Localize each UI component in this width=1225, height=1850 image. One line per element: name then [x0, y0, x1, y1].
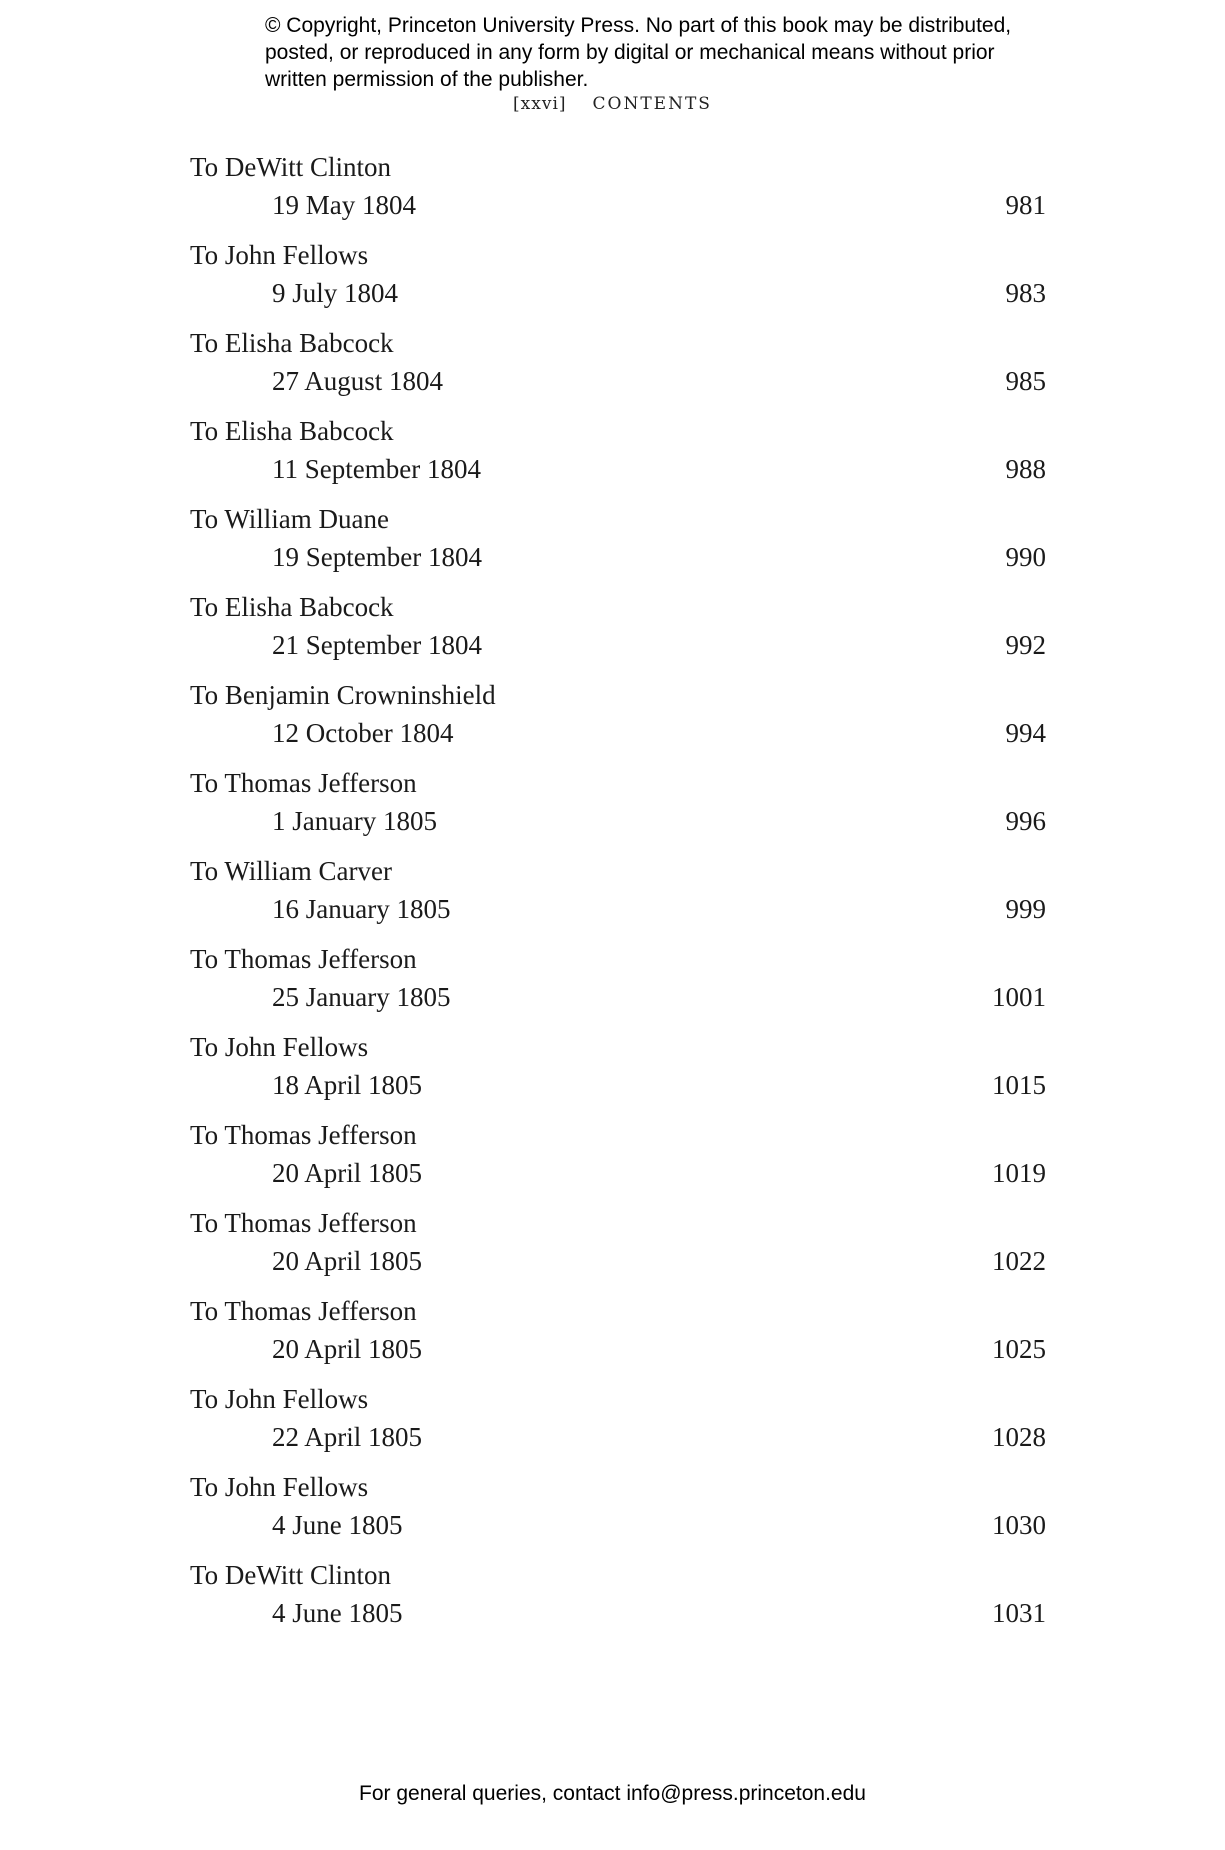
contents-entry: To Elisha Babcock 11 September 1804 988 — [190, 412, 1046, 492]
entry-page: 992 — [1005, 630, 1047, 660]
entry-date: 21 September 1804 — [272, 630, 482, 660]
entry-page: 1001 — [992, 982, 1046, 1012]
entry-page: 988 — [1005, 454, 1047, 484]
entry-page: 999 — [1005, 894, 1047, 924]
contents-entry: To John Fellows 4 June 1805 1030 — [190, 1468, 1046, 1548]
entry-page: 994 — [1005, 718, 1047, 748]
contents-entry: To John Fellows 18 April 1805 1015 — [190, 1028, 1046, 1108]
entry-page: 1019 — [992, 1158, 1046, 1188]
entry-recipient: To DeWitt Clinton — [190, 152, 392, 182]
page-number: [xxvi] — [513, 94, 567, 114]
footer-contact: For general queries, contact info@press.… — [359, 1782, 866, 1805]
contents-entry: To DeWitt Clinton 4 June 1805 1031 — [190, 1556, 1046, 1636]
contents-entry: To Thomas Jefferson 20 April 1805 1019 — [190, 1116, 1046, 1196]
running-head-title: CONTENTS — [592, 94, 712, 114]
contents-entry: To John Fellows 22 April 1805 1028 — [190, 1380, 1046, 1460]
entry-recipient: To John Fellows — [190, 1472, 369, 1502]
contents-entry: To John Fellows 9 July 1804 983 — [190, 236, 1046, 316]
contents-entry: To Thomas Jefferson 20 April 1805 1025 — [190, 1292, 1046, 1372]
entry-recipient: To Benjamin Crowninshield — [190, 680, 496, 710]
entry-recipient: To Thomas Jefferson — [190, 944, 417, 974]
entry-recipient: To Thomas Jefferson — [190, 1296, 417, 1326]
entry-recipient: To William Carver — [190, 856, 392, 886]
entry-page: 1022 — [992, 1246, 1046, 1276]
entry-recipient: To Elisha Babcock — [190, 328, 394, 358]
running-head: [xxvi] CONTENTS — [0, 94, 1225, 114]
entry-recipient: To Thomas Jefferson — [190, 1120, 417, 1150]
entry-date: 4 June 1805 — [272, 1510, 403, 1540]
entry-recipient: To Elisha Babcock — [190, 592, 394, 622]
contents-entry: To DeWitt Clinton 19 May 1804 981 — [190, 148, 1046, 228]
entry-page: 985 — [1005, 366, 1047, 396]
entry-recipient: To Thomas Jefferson — [190, 768, 417, 798]
entry-date: 19 September 1804 — [272, 542, 482, 572]
entry-page: 1025 — [992, 1334, 1046, 1364]
entry-recipient: To John Fellows — [190, 1384, 369, 1414]
entry-recipient: To DeWitt Clinton — [190, 1560, 392, 1590]
entry-date: 20 April 1805 — [272, 1158, 423, 1188]
contents-entry: To Thomas Jefferson 20 April 1805 1022 — [190, 1204, 1046, 1284]
entry-date: 12 October 1804 — [272, 718, 454, 748]
entry-date: 27 August 1804 — [272, 366, 444, 396]
entry-page: 1028 — [992, 1422, 1046, 1452]
entry-date: 11 September 1804 — [272, 454, 481, 484]
entry-page: 1015 — [992, 1070, 1046, 1100]
contents-entry: To Thomas Jefferson 1 January 1805 996 — [190, 764, 1046, 844]
entry-date: 18 April 1805 — [272, 1070, 423, 1100]
entry-date: 22 April 1805 — [272, 1422, 423, 1452]
entry-page: 996 — [1005, 806, 1047, 836]
contents-entry: To Benjamin Crowninshield 12 October 1804… — [190, 676, 1046, 756]
entry-date: 20 April 1805 — [272, 1246, 423, 1276]
entry-recipient: To John Fellows — [190, 1032, 369, 1062]
entry-recipient: To Thomas Jefferson — [190, 1208, 417, 1238]
contents-entry: To William Carver 16 January 1805 999 — [190, 852, 1046, 932]
entry-recipient: To John Fellows — [190, 240, 369, 270]
copyright-notice: © Copyright, Princeton University Press.… — [265, 14, 1012, 91]
contents-entry: To Elisha Babcock 27 August 1804 985 — [190, 324, 1046, 404]
entry-date: 9 July 1804 — [272, 278, 399, 308]
contents-entry: To Thomas Jefferson 25 January 1805 1001 — [190, 940, 1046, 1020]
entry-page: 990 — [1005, 542, 1047, 572]
entry-recipient: To William Duane — [190, 504, 389, 534]
entry-date: 4 June 1805 — [272, 1598, 403, 1628]
entry-page: 983 — [1005, 278, 1047, 308]
entry-page: 1031 — [992, 1598, 1046, 1628]
entry-date: 16 January 1805 — [272, 894, 451, 924]
contents-entry: To William Duane 19 September 1804 990 — [190, 500, 1046, 580]
entry-date: 20 April 1805 — [272, 1334, 423, 1364]
entry-page: 1030 — [992, 1510, 1046, 1540]
entry-date: 25 January 1805 — [272, 982, 451, 1012]
entry-date: 19 May 1804 — [272, 190, 416, 220]
contents-entry: To Elisha Babcock 21 September 1804 992 — [190, 588, 1046, 668]
entry-page: 981 — [1005, 190, 1047, 220]
entry-date: 1 January 1805 — [272, 806, 437, 836]
entry-recipient: To Elisha Babcock — [190, 416, 394, 446]
